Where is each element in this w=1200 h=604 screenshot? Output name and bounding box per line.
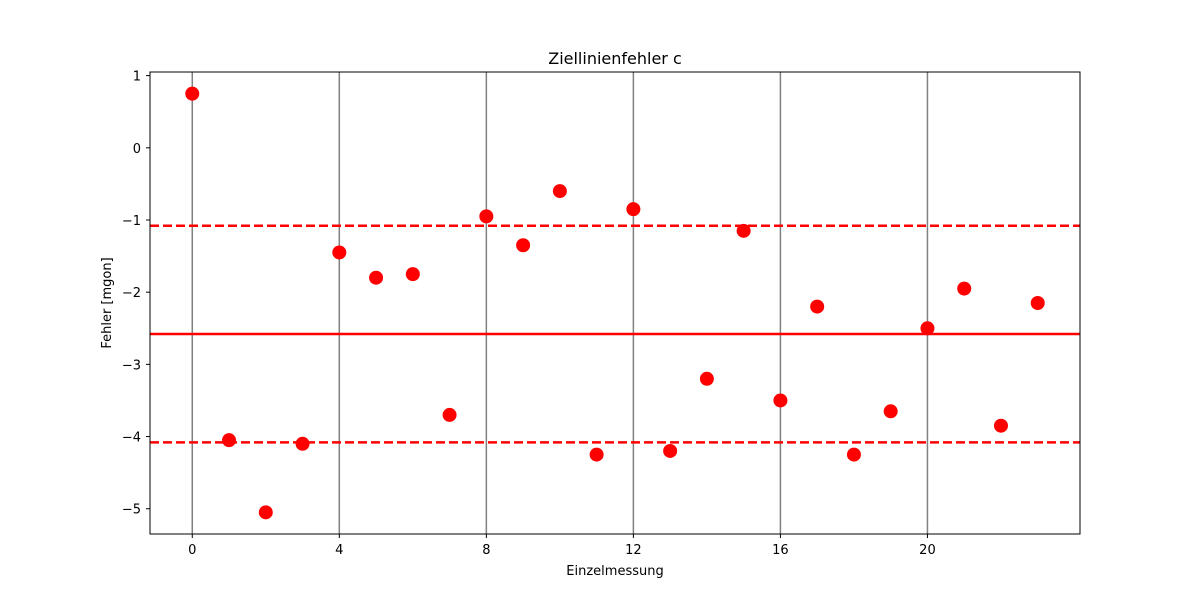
data-point bbox=[589, 447, 604, 462]
y-tick-label: −5 bbox=[122, 503, 141, 518]
data-point bbox=[185, 86, 200, 101]
data-point bbox=[405, 267, 420, 282]
x-tick-label: 8 bbox=[482, 543, 490, 558]
y-axis-label: Fehler [mgon] bbox=[100, 257, 115, 348]
data-point bbox=[552, 184, 567, 199]
data-point bbox=[993, 418, 1008, 433]
y-axis-ticks: −5 −4 −3 −2 −1 0 1 bbox=[122, 70, 150, 518]
y-tick-label: −4 bbox=[122, 431, 141, 446]
y-tick-label: −1 bbox=[122, 214, 141, 229]
data-point bbox=[369, 270, 384, 285]
data-point bbox=[258, 505, 273, 520]
vertical-reference-lines bbox=[191, 72, 929, 534]
horizontal-reference-lines bbox=[150, 224, 1080, 444]
data-point bbox=[1030, 296, 1045, 310]
data-point bbox=[222, 433, 237, 448]
x-tick-label: 16 bbox=[772, 543, 789, 558]
data-point bbox=[699, 371, 714, 386]
data-point bbox=[883, 404, 898, 419]
data-point bbox=[295, 436, 310, 451]
data-point bbox=[516, 238, 531, 253]
data-points bbox=[185, 86, 1045, 520]
chart-title: Ziellinienfehler c bbox=[548, 49, 682, 68]
y-tick-label: 0 bbox=[133, 142, 141, 157]
x-tick-label: 4 bbox=[335, 543, 343, 558]
y-tick-label: −3 bbox=[122, 358, 141, 373]
plot-frame bbox=[149, 71, 1081, 535]
data-point bbox=[663, 443, 678, 458]
data-point bbox=[810, 299, 825, 314]
x-tick-label: 0 bbox=[188, 543, 196, 558]
data-point bbox=[442, 407, 457, 422]
x-tick-label: 12 bbox=[625, 543, 642, 558]
data-point bbox=[773, 393, 788, 408]
x-tick-label: 20 bbox=[919, 543, 936, 558]
data-point bbox=[626, 202, 641, 217]
data-point bbox=[479, 209, 494, 224]
data-point bbox=[920, 321, 935, 336]
data-point bbox=[736, 223, 751, 238]
y-tick-label: −2 bbox=[122, 286, 141, 301]
x-axis-label: Einzelmessung bbox=[566, 564, 663, 579]
data-point bbox=[332, 245, 347, 260]
data-point bbox=[846, 447, 861, 462]
y-tick-label: 1 bbox=[133, 70, 141, 85]
x-axis-ticks: 0 4 8 12 16 20 bbox=[188, 534, 936, 558]
data-point bbox=[957, 281, 972, 296]
